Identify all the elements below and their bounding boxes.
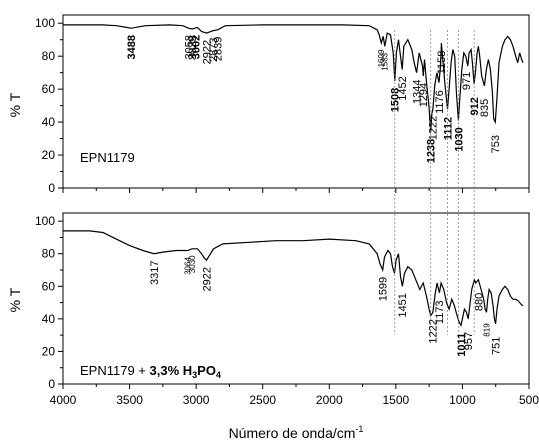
peak-label: 2873 xyxy=(208,38,220,62)
y-tick-label: 60 xyxy=(42,279,56,293)
bottom-panel: 0 20 40 60 80 100 4000 3500 3000 2500 2000 1500 100… xyxy=(7,212,539,441)
peak-label: 1294 xyxy=(418,83,430,107)
y-tick-label: 100 xyxy=(35,214,55,228)
peak-label: 3488 xyxy=(126,35,138,59)
top-panel: 0 20 40 60 80 100 3488 30583029300229222873283… xyxy=(7,14,530,195)
peak-label: 1599 xyxy=(378,277,390,301)
peak-label: 753 xyxy=(490,135,502,153)
peak-label: 1030 xyxy=(453,127,465,151)
top-sample-label: EPN1179 xyxy=(80,150,135,165)
x-tick-label: 1000 xyxy=(449,393,476,407)
peak-label: 912 xyxy=(469,97,481,115)
peak-label: 1173 xyxy=(434,300,446,324)
peak-label: 2922 xyxy=(201,40,213,64)
peak-label: 1238 xyxy=(426,139,438,163)
y-tick-label: 80 xyxy=(42,49,56,63)
x-tick-label: 3000 xyxy=(183,393,210,407)
peak-label: 1452 xyxy=(397,76,409,100)
x-tick-label: 4000 xyxy=(50,393,77,407)
peak-label: 751 xyxy=(490,337,502,355)
top-spectrum-line xyxy=(63,24,524,133)
top-x-ticks xyxy=(62,188,530,193)
top-y-axis: 0 20 40 60 80 100 xyxy=(35,16,63,195)
y-tick-label: 0 xyxy=(48,181,55,195)
y-tick-label: 100 xyxy=(35,16,55,30)
bottom-x-axis: 4000 3500 3000 2500 2000 1500 1000 500 xyxy=(50,384,539,407)
peak-label: 880 xyxy=(473,293,485,311)
peak-label: 3064 xyxy=(183,257,192,275)
bottom-sample-label: EPN1179 + 3,3% H3PO4 xyxy=(80,363,221,380)
y-tick-label: 0 xyxy=(48,377,55,391)
peak-label: 819 xyxy=(482,323,491,337)
y-tick-label: 20 xyxy=(42,344,56,358)
y-tick-label: 80 xyxy=(42,247,56,261)
peak-label: 3002 xyxy=(191,35,203,59)
peak-label: 2922 xyxy=(201,267,213,291)
peak-label: 835 xyxy=(479,99,491,117)
bottom-plot-frame xyxy=(62,212,530,385)
peak-label: 1112 xyxy=(442,117,454,140)
bottom-y-axis: 0 20 40 60 80 100 xyxy=(35,214,63,391)
peak-label: 1609 xyxy=(377,49,386,67)
peak-label: 1344 xyxy=(412,80,424,104)
peak-label: 2839 xyxy=(212,37,224,61)
peak-label: 3317 xyxy=(149,261,161,285)
x-tick-label: 2000 xyxy=(316,393,343,407)
x-axis-label: Número de onda/cm-1 xyxy=(229,424,364,441)
peak-label: 1011 xyxy=(456,333,468,357)
y-tick-label: 40 xyxy=(42,115,56,129)
peak-label: 971 xyxy=(461,72,473,90)
peak-label: 1222 xyxy=(428,319,440,343)
x-tick-label: 2500 xyxy=(249,393,276,407)
peak-label: 1176 xyxy=(434,90,446,114)
x-tick-label: 3500 xyxy=(116,393,143,407)
peak-label: 1451 xyxy=(397,293,409,317)
top-y-axis-label: % T xyxy=(7,92,23,117)
y-tick-label: 40 xyxy=(42,312,56,326)
peak-label: 1508 xyxy=(390,88,402,112)
y-tick-label: 20 xyxy=(42,148,56,162)
peak-label: 1583 xyxy=(381,52,390,70)
bottom-spectrum-line xyxy=(63,230,524,328)
peak-label: 3029 xyxy=(187,36,199,60)
peak-label: 3030 xyxy=(188,255,197,273)
peak-label: 1158 xyxy=(436,51,448,75)
bottom-y-axis-label: % T xyxy=(7,287,23,312)
peak-label: 3058 xyxy=(183,35,195,59)
x-tick-label: 1500 xyxy=(383,393,410,407)
y-tick-label: 60 xyxy=(42,82,56,96)
x-tick-label: 500 xyxy=(519,393,539,407)
peak-label: 1222 xyxy=(428,116,440,140)
dashed-reference-lines xyxy=(394,30,475,335)
peak-label: 957 xyxy=(463,332,475,350)
